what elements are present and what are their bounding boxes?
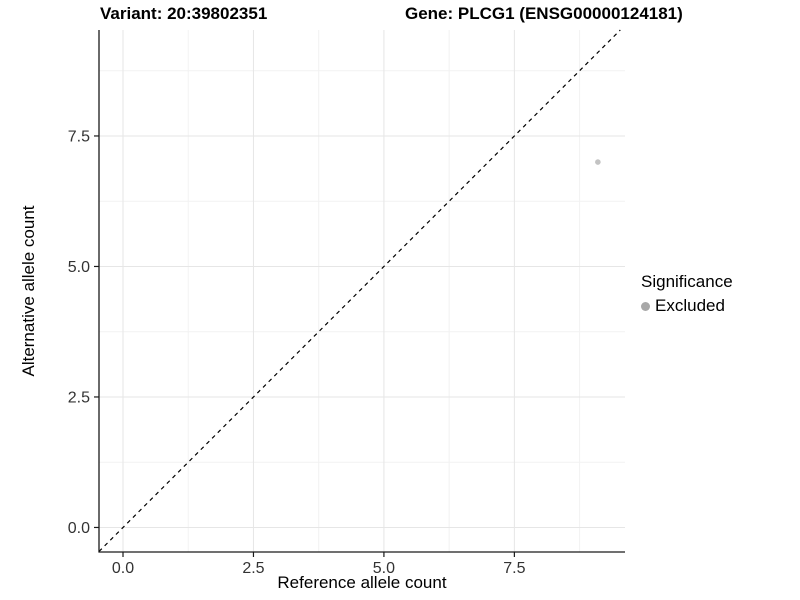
svg-text:7.5: 7.5: [68, 128, 90, 145]
gridlines-minor: [99, 30, 625, 552]
y-axis-title: Alternative allele count: [19, 205, 38, 377]
svg-text:2.5: 2.5: [68, 389, 90, 406]
x-tick-labels: 0.0 2.5 5.0 7.5: [112, 560, 526, 577]
axis-tick-marks: [94, 135, 515, 557]
scatter-point: [595, 159, 601, 165]
legend-item-label: Excluded: [655, 296, 725, 315]
svg-text:5.0: 5.0: [68, 259, 90, 276]
x-axis-title: Reference allele count: [277, 573, 447, 592]
excluded-point-icon: [641, 301, 650, 311]
svg-text:0.0: 0.0: [68, 520, 90, 537]
y-tick-labels: 0.0 2.5 5.0 7.5: [68, 128, 90, 537]
data-points: [595, 159, 601, 165]
legend: Significance Excluded: [641, 272, 733, 316]
svg-text:2.5: 2.5: [242, 560, 264, 577]
svg-text:7.5: 7.5: [503, 560, 525, 577]
identity-dashed-line: [98, 29, 621, 552]
legend-title: Significance: [641, 272, 733, 291]
gridlines-major: [99, 30, 625, 552]
plot-title-gene: Gene: PLCG1 (ENSG00000124181): [405, 4, 683, 23]
svg-text:0.0: 0.0: [112, 560, 134, 577]
svg-text:5.0: 5.0: [373, 560, 395, 577]
legend-item-excluded: Excluded: [641, 296, 733, 316]
axis-lines: [98, 30, 625, 553]
plot-title-variant: Variant: 20:39802351: [100, 4, 268, 23]
